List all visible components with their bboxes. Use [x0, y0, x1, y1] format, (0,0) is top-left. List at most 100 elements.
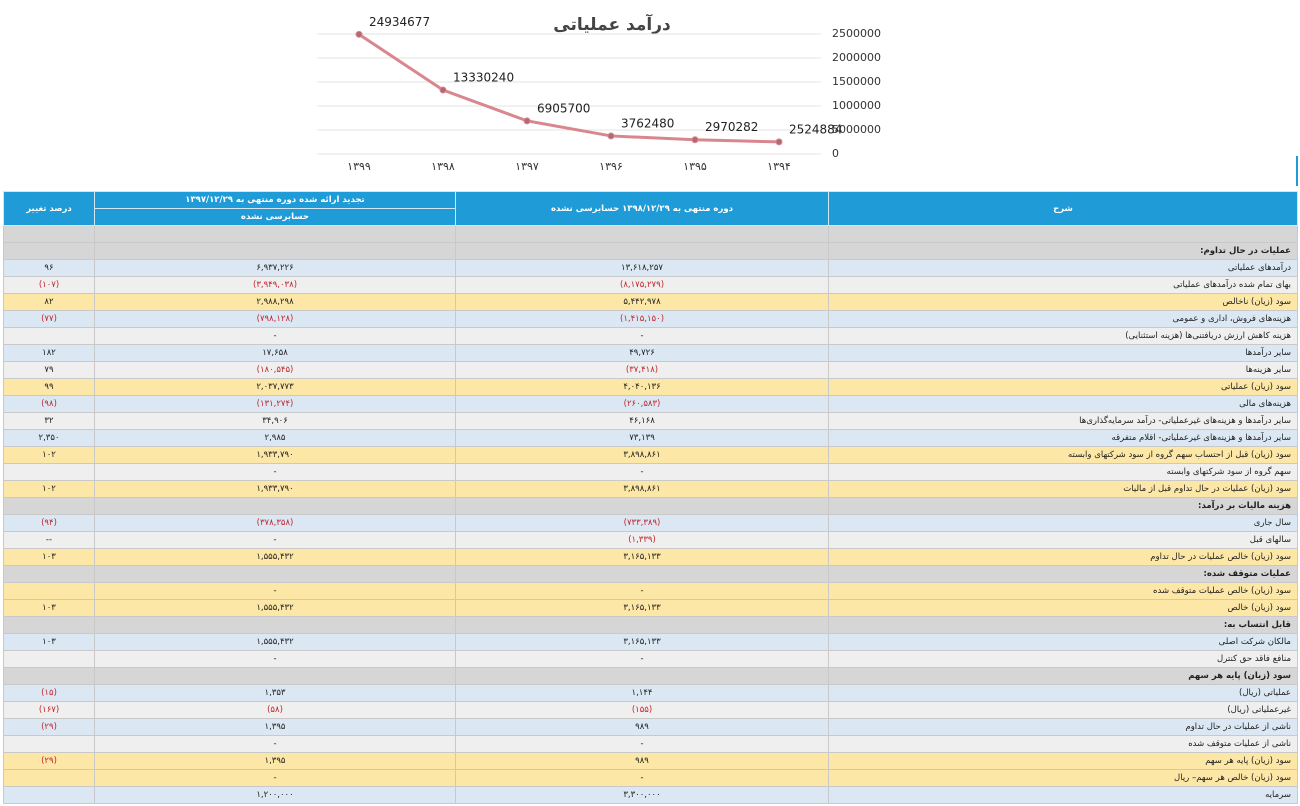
y-tick-label: 2000000: [832, 51, 881, 64]
table-row: سود (زیان) ناخالص ۵,۴۴۲,۹۷۸ ۲,۹۸۸,۲۹۸ ۸۲: [3, 293, 1298, 311]
table-row: عملیاتی (ریال) ۱,۱۴۴ ۱,۳۵۳ (۱۵): [3, 684, 1298, 702]
value-cell: (۵۸): [94, 701, 456, 719]
row-label: مالکان شرکت اصلی: [828, 633, 1298, 651]
value-cell: -: [455, 650, 829, 668]
table-row: هزینه‌های فروش، اداری و عمومی (۱,۴۱۵,۱۵۰)…: [3, 310, 1298, 328]
table-row: هزینه‌های مالی (۲۶۰,۵۸۳) (۱۳۱,۲۷۴) (۹۸): [3, 395, 1298, 413]
chart-title: درآمد عملیاتی: [553, 13, 671, 35]
value-cell: (۱۶۷): [3, 701, 95, 719]
value-cell: ۱۰۲: [3, 480, 95, 498]
value-cell: ۳,۳۰۰,۰۰۰: [455, 786, 829, 804]
row-label: سود (زیان) عملیات در حال تداوم قبل از ما…: [828, 480, 1298, 498]
data-label: 3762480: [621, 116, 674, 130]
value-cell: (۲۹): [3, 752, 95, 770]
header-cell: تجدید ارائه شده دوره منتهی به ۱۳۹۷/۱۲/۲۹: [94, 191, 456, 209]
point: [691, 136, 699, 144]
table-row: سود (زیان) عملیاتی ۴,۰۴۰,۱۳۶ ۲,۰۳۷,۷۷۳ ۹۹: [3, 378, 1298, 396]
x-tick-label: ۱۳۹۴: [767, 160, 791, 173]
value-cell: ۱۰۳: [3, 599, 95, 617]
row-label: ناشی از عملیات در حال تداوم: [828, 718, 1298, 736]
row-label: سهم گروه از سود شرکتهای وابسته: [828, 463, 1298, 481]
row-label: ناشی از عملیات متوقف شده: [828, 735, 1298, 753]
value-cell: ۳,۸۹۸,۸۶۱: [455, 480, 829, 498]
x-tick-label: ۱۳۹۷: [515, 160, 539, 173]
data-label: 13330240: [453, 71, 514, 85]
row-label: قابل انتساب به:: [828, 616, 1298, 634]
value-cell: [3, 327, 95, 345]
table-row: ناشی از عملیات متوقف شده - -: [3, 735, 1298, 753]
value-cell: -: [94, 582, 456, 600]
table-row: عملیات متوقف شده:: [3, 565, 1298, 583]
row-label: سود (زیان) قبل از احتساب سهم گروه از سود…: [828, 446, 1298, 464]
value-cell: -: [455, 735, 829, 753]
value-cell: -: [94, 327, 456, 345]
value-cell: (۱۵۵): [455, 701, 829, 719]
x-tick-label: ۱۳۹۶: [599, 160, 623, 173]
row-label: سود (زیان) پایه هر سهم: [828, 667, 1298, 685]
row-label: عملیات در حال تداوم:: [828, 242, 1298, 260]
value-cell: ۲,۹۸۸,۲۹۸: [94, 293, 456, 311]
value-cell: ۱۷,۶۵۸: [94, 344, 456, 362]
row-label: منافع فاقد حق کنترل: [828, 650, 1298, 668]
row-label: هزینه مالیات بر درآمد:: [828, 497, 1298, 515]
row-label: سود (زیان) پایه هر سهم: [828, 752, 1298, 770]
value-cell: [3, 463, 95, 481]
row-label: هزینه کاهش ارزش دریافتنی‌ها (هزینه استثن…: [828, 327, 1298, 345]
value-cell: ۱,۵۵۵,۴۳۲: [94, 599, 456, 617]
value-cell: [455, 667, 829, 685]
value-cell: [3, 735, 95, 753]
table-row: سهم گروه از سود شرکتهای وابسته - -: [3, 463, 1298, 481]
value-cell: [3, 650, 95, 668]
value-cell: ۶,۹۳۷,۲۲۶: [94, 259, 456, 277]
row-label: سود (زیان) خالص عملیات در حال تداوم: [828, 548, 1298, 566]
table-row: مالکان شرکت اصلی ۳,۱۶۵,۱۳۳ ۱,۵۵۵,۴۳۲ ۱۰۳: [3, 633, 1298, 651]
value-cell: ۱۰۳: [3, 633, 95, 651]
row-label: سود (زیان) خالص: [828, 599, 1298, 617]
value-cell: (۲۹): [3, 718, 95, 736]
value-cell: [3, 667, 95, 685]
value-cell: ۱,۳۹۵: [94, 752, 456, 770]
value-cell: (۷۷): [3, 310, 95, 328]
row-label: سود (زیان) خالص عملیات متوقف شده: [828, 582, 1298, 600]
value-cell: ۱۰۳: [3, 548, 95, 566]
table-row: هزینه مالیات بر درآمد:: [3, 497, 1298, 515]
table-body: عملیات در حال تداوم: درآمدهای عملیاتی ۱۳,۶…: [3, 225, 1298, 804]
value-cell: (۲۶۰,۵۸۳): [455, 395, 829, 413]
value-cell: ۱,۵۵۵,۴۳۲: [94, 633, 456, 651]
value-cell: [94, 242, 456, 260]
row-label: هزینه‌های مالی: [828, 395, 1298, 413]
x-tick-label: ۱۳۹۸: [431, 160, 455, 173]
value-cell: (۹۴): [3, 514, 95, 532]
value-cell: ۸۲: [3, 293, 95, 311]
point: [607, 132, 615, 140]
row-label: غیرعملیاتی (ریال): [828, 701, 1298, 719]
value-cell: ۳,۸۹۸,۸۶۱: [455, 446, 829, 464]
table-row: منافع فاقد حق کنترل - -: [3, 650, 1298, 668]
value-cell: (۷۹۸,۱۲۸): [94, 310, 456, 328]
value-cell: -: [455, 463, 829, 481]
data-label: 2524884: [789, 122, 842, 136]
value-cell: [455, 225, 829, 243]
row-label: درآمدهای عملیاتی: [828, 259, 1298, 277]
value-cell: [455, 616, 829, 634]
table-row: سال جاری (۷۳۳,۳۸۹) (۳۷۸,۳۵۸) (۹۴): [3, 514, 1298, 532]
value-cell: [3, 582, 95, 600]
value-cell: ۴,۰۴۰,۱۳۶: [455, 378, 829, 396]
row-label: سایر درآمدها و هزینه‌های غیرعملیاتی- درآ…: [828, 412, 1298, 430]
y-tick-label: 1000000: [832, 99, 881, 112]
data-label: 24934677: [369, 15, 430, 29]
value-cell: -: [94, 769, 456, 787]
table-row: سایر درآمدها و هزینه‌های غیرعملیاتی- درآ…: [3, 412, 1298, 430]
point: [523, 117, 531, 125]
value-cell: ۱۳,۶۱۸,۲۵۷: [455, 259, 829, 277]
value-cell: -: [455, 327, 829, 345]
point: [439, 86, 447, 94]
row-label: سایر درآمدها و هزینه‌های غیرعملیاتی- اقل…: [828, 429, 1298, 447]
value-cell: (۱,۴۱۵,۱۵۰): [455, 310, 829, 328]
value-cell: ۱,۱۴۴: [455, 684, 829, 702]
row-label: سود (زیان) ناخالص: [828, 293, 1298, 311]
chart: درآمد عملیاتی 0 5000000 1000000 1500000 2000…: [317, 13, 1298, 186]
row-label: سود (زیان) خالص هر سهم– ریال: [828, 769, 1298, 787]
value-cell: (۳,۹۴۹,۰۳۸): [94, 276, 456, 294]
